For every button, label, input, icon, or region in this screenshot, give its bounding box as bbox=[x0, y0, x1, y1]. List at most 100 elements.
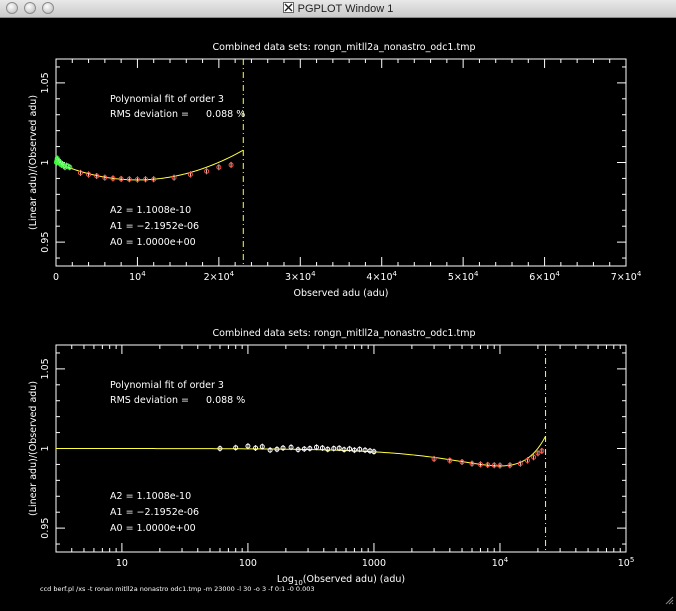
data-point bbox=[459, 459, 465, 465]
data-point bbox=[126, 176, 132, 182]
data-point bbox=[228, 162, 234, 168]
data-point bbox=[431, 456, 437, 462]
x-tick-label: 0 bbox=[53, 272, 59, 283]
data-point bbox=[134, 177, 140, 183]
data-point bbox=[204, 168, 210, 174]
zoom-window-button[interactable] bbox=[42, 2, 54, 14]
data-point bbox=[233, 445, 239, 451]
data-point bbox=[143, 176, 149, 182]
coefficient-a1: A1 = −2.1952e-06 bbox=[110, 507, 199, 518]
window-title-text: PGPLOT Window 1 bbox=[297, 3, 394, 15]
x-tick-label: 104 bbox=[492, 556, 509, 569]
data-point bbox=[67, 164, 73, 170]
y-tick-label: 1.05 bbox=[40, 72, 51, 93]
coefficient-a0: A0 = 1.0000e+00 bbox=[110, 523, 196, 534]
x-tick-label: 2×104 bbox=[204, 270, 235, 283]
y-tick-label: 0.95 bbox=[40, 232, 51, 253]
plot-surface: Combined data sets: rongn_mitll2a_nonast… bbox=[28, 42, 642, 593]
data-point bbox=[485, 462, 491, 468]
data-point bbox=[171, 175, 177, 181]
data-point bbox=[531, 454, 537, 460]
window-title: PGPLOT Window 1 bbox=[0, 2, 676, 15]
plot-frame bbox=[55, 58, 627, 267]
data-point bbox=[274, 446, 280, 452]
x-tick-label: 10 bbox=[116, 558, 128, 569]
data-point bbox=[362, 447, 368, 453]
data-point bbox=[539, 448, 545, 454]
resize-grip-icon[interactable] bbox=[663, 594, 674, 605]
x-tick-label: 105 bbox=[618, 556, 635, 569]
data-point bbox=[497, 463, 503, 469]
y-tick-label: 1.05 bbox=[40, 358, 51, 379]
data-point bbox=[524, 457, 530, 463]
data-point bbox=[94, 173, 100, 179]
data-point bbox=[288, 444, 294, 450]
data-point bbox=[217, 446, 223, 451]
data-point bbox=[336, 445, 342, 451]
coefficient-a2: A2 = 1.1008e-10 bbox=[110, 205, 191, 216]
data-point bbox=[447, 457, 453, 463]
data-point bbox=[477, 461, 483, 467]
x-tick-label: 7×104 bbox=[611, 270, 642, 283]
rms-deviation-label: RMS deviation = bbox=[110, 109, 189, 120]
data-point bbox=[216, 164, 222, 170]
x-tick-label: 100 bbox=[239, 558, 257, 569]
data-point bbox=[280, 445, 286, 451]
x-axis-label: Observed adu (adu) bbox=[294, 288, 389, 299]
close-window-button[interactable] bbox=[6, 2, 18, 14]
data-point bbox=[325, 446, 331, 452]
data-point bbox=[517, 461, 523, 467]
data-point bbox=[295, 447, 301, 453]
x-axis-label-rest: (Observed adu) (adu) bbox=[303, 574, 405, 585]
data-point bbox=[259, 444, 265, 450]
x11-icon bbox=[282, 2, 294, 13]
x-axis-label: Log10(Observed adu) (adu) bbox=[277, 574, 405, 587]
data-point bbox=[267, 447, 273, 453]
data-point bbox=[245, 443, 251, 449]
fit-order-label: Polynomial fit of order 3 bbox=[110, 380, 224, 391]
data-point bbox=[341, 447, 347, 453]
data-point bbox=[319, 445, 325, 451]
data-point bbox=[357, 446, 363, 452]
data-point bbox=[86, 171, 92, 177]
data-point bbox=[102, 175, 108, 181]
x-tick-label: 1000 bbox=[362, 558, 386, 569]
data-point bbox=[307, 446, 313, 451]
data-point bbox=[331, 446, 337, 451]
coefficient-a0: A0 = 1.0000e+00 bbox=[110, 237, 196, 248]
command-line-footer: ccd berf.pl /xs -t ronan mitll2a nonastr… bbox=[40, 585, 315, 593]
y-tick-label: 1 bbox=[40, 159, 51, 165]
y-tick-label: 0.95 bbox=[40, 518, 51, 539]
data-point bbox=[253, 445, 259, 451]
rms-deviation-value: 0.088 % bbox=[206, 395, 245, 406]
data-point bbox=[371, 449, 377, 455]
data-point bbox=[347, 446, 353, 452]
pgplot-canvas: Combined data sets: rongn_mitll2a_nonast… bbox=[0, 18, 676, 607]
rms-deviation-value: 0.088 % bbox=[206, 109, 245, 120]
data-point bbox=[151, 176, 157, 182]
data-point bbox=[187, 171, 193, 177]
data-point bbox=[301, 446, 307, 452]
rms-deviation-label: RMS deviation = bbox=[110, 395, 189, 406]
y-tick-label: 1 bbox=[40, 445, 51, 451]
window-titlebar: PGPLOT Window 1 bbox=[0, 0, 676, 18]
fit-order-label: Polynomial fit of order 3 bbox=[110, 94, 224, 105]
data-point bbox=[535, 450, 541, 456]
coefficient-a2: A2 = 1.1008e-10 bbox=[110, 491, 191, 502]
x-tick-label: 104 bbox=[129, 270, 146, 283]
data-point bbox=[118, 176, 124, 182]
data-point bbox=[77, 170, 83, 176]
data-point bbox=[491, 462, 497, 468]
data-point bbox=[313, 444, 319, 450]
top-chart-panel: Combined data sets: rongn_mitll2a_nonast… bbox=[28, 42, 642, 299]
bottom-chart-panel: Combined data sets: rongn_mitll2a_nonast… bbox=[28, 328, 634, 587]
x-tick-label: 4×104 bbox=[366, 270, 397, 283]
minimize-window-button[interactable] bbox=[24, 2, 36, 14]
chart-title: Combined data sets: rongn_mitll2a_nonast… bbox=[213, 42, 476, 53]
data-point bbox=[351, 447, 357, 453]
coefficient-a1: A1 = −2.1952e-06 bbox=[110, 221, 199, 232]
y-axis-label: (Linear adu)/(Observed adu) bbox=[28, 381, 39, 516]
y-axis-label: (Linear adu)/(Observed adu) bbox=[28, 95, 39, 230]
data-point bbox=[507, 462, 513, 468]
x-tick-label: 3×104 bbox=[285, 270, 316, 283]
